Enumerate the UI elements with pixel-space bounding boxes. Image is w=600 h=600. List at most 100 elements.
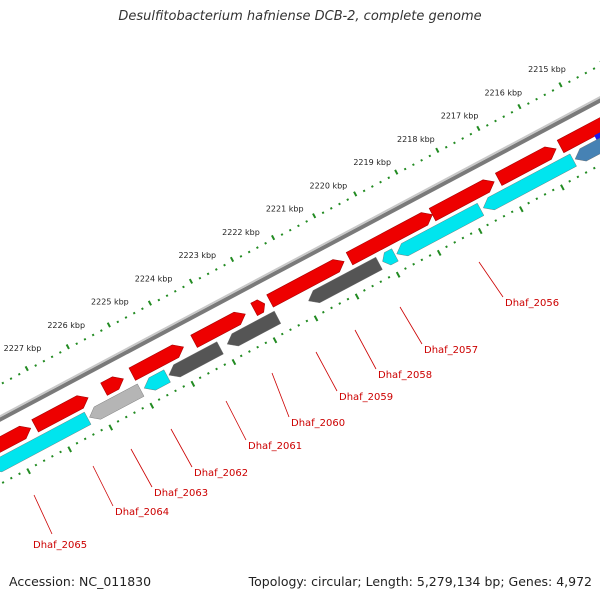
scale-tick — [494, 219, 498, 222]
reverse-gene — [226, 310, 282, 347]
scale-tick — [157, 398, 161, 401]
topology-text: Topology: circular; Length: 5,279,134 bp… — [248, 574, 592, 589]
scale-tick — [379, 180, 382, 184]
scale-tick — [453, 241, 457, 244]
scale-tick — [444, 145, 448, 149]
gene-label-leader — [225, 400, 247, 441]
gene-label: Dhaf_2064 — [115, 507, 169, 518]
gene-label-leader — [478, 261, 504, 298]
scale-tick — [395, 271, 401, 278]
scale-tick — [92, 433, 95, 436]
scale-tick — [280, 332, 284, 336]
gene-label-leader — [92, 465, 114, 507]
scale-tick — [58, 351, 62, 354]
scale-label: 2227 kbp — [4, 344, 42, 353]
scale-tick — [387, 275, 391, 279]
scale-tick — [50, 454, 54, 458]
scale-tick — [198, 376, 202, 380]
scale-tick — [560, 184, 565, 191]
scale-tick — [165, 294, 169, 298]
genome-backbone — [0, 96, 600, 422]
reverse-gene — [89, 383, 145, 420]
scale-tick — [420, 158, 423, 162]
scale-tick — [338, 202, 341, 206]
gene-label: Dhaf_2059 — [339, 392, 393, 403]
scale-tick — [558, 82, 563, 88]
backbone-line — [0, 98, 600, 422]
scale-tick — [247, 250, 251, 254]
scale-label: 2217 kbp — [441, 112, 479, 121]
gene-label-leader — [315, 351, 338, 392]
genome-title: Desulfitobacterium hafniense DCB-2, comp… — [118, 9, 482, 24]
scale-tick — [420, 258, 424, 262]
scale-tick — [214, 268, 218, 271]
scale-label: 2221 kbp — [266, 205, 304, 214]
scale-tick — [207, 372, 210, 375]
scale-label: 2225 kbp — [91, 298, 129, 307]
scale-tick — [584, 171, 588, 174]
reverse-gene — [396, 202, 485, 257]
scale-tick — [83, 437, 87, 441]
scale-tick — [272, 337, 278, 344]
reverse-gene — [382, 248, 399, 266]
scale-tick — [543, 193, 547, 196]
scale-tick — [305, 220, 308, 223]
scale-tick — [116, 420, 120, 423]
scale-tick — [83, 337, 87, 341]
scale-tick — [1, 381, 5, 385]
scale-tick — [453, 141, 456, 145]
gene-label: Dhaf_2056 — [505, 298, 559, 309]
gene-label-leader — [399, 306, 423, 345]
scale-tick — [1, 481, 5, 484]
gene-label: Dhaf_2062 — [194, 468, 248, 479]
scale-tick — [568, 179, 572, 183]
gene-label-leader — [170, 428, 193, 468]
scale-tick — [297, 224, 300, 228]
scale-tick — [24, 365, 29, 372]
scale-tick — [387, 176, 391, 180]
scale-label: 2226 kbp — [47, 321, 85, 330]
scale-tick — [543, 93, 547, 97]
scale-tick — [280, 233, 284, 236]
scale-tick — [223, 263, 226, 267]
scale-tick — [428, 154, 432, 158]
scale-tick — [34, 364, 38, 367]
scale-tick — [469, 232, 473, 236]
scale-tick — [75, 441, 79, 445]
scale-tick — [354, 293, 360, 300]
forward-gene — [494, 146, 557, 186]
scale-tick — [313, 315, 319, 322]
scale-tick — [502, 214, 506, 218]
scale-tick — [50, 355, 54, 359]
reverse-strand-genes — [0, 137, 600, 473]
scale-labels: 2215 kbp 2216 kbp 2217 kbp 2218 kbp 2219 kbp… — [4, 65, 566, 353]
scale-label: 2223 kbp — [178, 251, 216, 260]
forward-strand-genes — [0, 117, 600, 453]
scale-tick — [42, 359, 46, 363]
scale-tick — [502, 115, 506, 119]
scale-tick — [404, 267, 407, 270]
forward-gene — [0, 425, 32, 453]
forward-gene — [100, 376, 124, 396]
forward-gene — [31, 395, 89, 433]
scale-tick — [147, 300, 152, 306]
scale-tick — [305, 319, 309, 323]
scale-tick — [165, 393, 169, 397]
scale-tick — [75, 342, 79, 346]
scale-tick — [264, 241, 267, 245]
scale-tick — [215, 367, 218, 371]
gene-label: Dhaf_2061 — [248, 441, 302, 452]
scale-tick — [486, 223, 489, 227]
gene-label-leader — [271, 372, 290, 418]
scale-tick — [535, 97, 538, 101]
scale-tick — [65, 344, 70, 350]
scale-tick — [59, 450, 62, 454]
scale-tick — [584, 71, 588, 75]
scale-tick — [330, 306, 333, 310]
scale-tick — [174, 389, 177, 393]
scale-tick — [223, 363, 227, 366]
scale-tick — [206, 272, 210, 276]
scale-label: 2215 kbp — [528, 65, 566, 74]
scale-tick — [149, 402, 155, 409]
